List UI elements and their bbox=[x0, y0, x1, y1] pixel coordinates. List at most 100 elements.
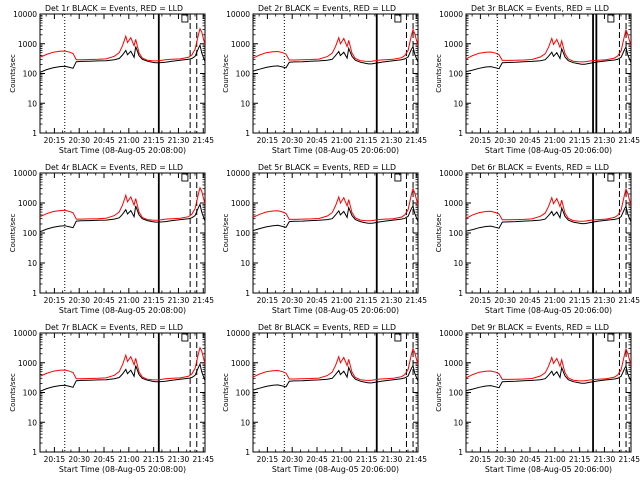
y-tick-label: 1000 bbox=[18, 359, 37, 368]
x-tick-label: 21:30 bbox=[381, 136, 403, 145]
x-tick-label: 20:30 bbox=[281, 136, 303, 145]
panel-title: Det 2r BLACK = Events, RED = LLD bbox=[258, 4, 396, 13]
x-tick-label: 21:00 bbox=[331, 455, 353, 464]
x-tick-label: 21:15 bbox=[356, 136, 378, 145]
plot-frame bbox=[465, 13, 632, 134]
y-tick-label: 1 bbox=[458, 289, 463, 298]
y-tick-label: 1000 bbox=[18, 199, 37, 208]
x-tick-label: 20:15 bbox=[257, 296, 279, 305]
x-tick-label: 21:30 bbox=[594, 296, 616, 305]
x-tick-label: 21:15 bbox=[569, 296, 591, 305]
panel-1: 1 10 100 1000 10000 20:15 20:30 20:45 21:00 21:15… bbox=[9, 4, 214, 155]
x-tick-label: 20:45 bbox=[93, 455, 115, 464]
x-tick-label: 21:45 bbox=[618, 455, 640, 464]
x-tick-label: 21:00 bbox=[544, 455, 566, 464]
y-axis-label: Counts/sec bbox=[435, 373, 443, 412]
x-axis-label: Start Time (08-Aug-05 20:06:00) bbox=[485, 306, 612, 315]
x-tick-label: 21:30 bbox=[168, 296, 190, 305]
x-tick-label: 20:30 bbox=[494, 455, 516, 464]
corner-box-marker bbox=[181, 173, 189, 182]
x-tick-label: 21:45 bbox=[192, 455, 214, 464]
y-tick-label: 100 bbox=[449, 70, 464, 79]
panel-title: Det 7r BLACK = Events, RED = LLD bbox=[45, 323, 183, 332]
x-tick-label: 20:30 bbox=[68, 136, 90, 145]
x-tick-label: 21:15 bbox=[143, 455, 165, 464]
x-tick-label: 21:00 bbox=[118, 136, 140, 145]
x-axis-label: Start Time (08-Aug-05 20:06:00) bbox=[272, 146, 399, 155]
corner-box-marker bbox=[394, 14, 402, 23]
x-tick-label: 20:15 bbox=[44, 296, 66, 305]
y-tick-label: 10 bbox=[27, 418, 37, 427]
x-tick-label: 21:00 bbox=[118, 455, 140, 464]
y-tick-label: 10000 bbox=[226, 329, 250, 338]
x-tick-label: 20:45 bbox=[519, 455, 541, 464]
x-axis-label: Start Time (08-Aug-05 20:06:00) bbox=[485, 465, 612, 474]
panel-3: 1 10 100 1000 10000 20:15 20:30 20:45 21:00 21:15… bbox=[435, 4, 640, 155]
y-axis-label: Counts/sec bbox=[9, 214, 17, 253]
panel-7: 1 10 100 1000 10000 20:15 20:30 20:45 21:00 21:15… bbox=[9, 323, 214, 474]
y-tick-label: 1000 bbox=[231, 199, 250, 208]
y-tick-label: 10000 bbox=[439, 10, 463, 19]
y-axis-label: Counts/sec bbox=[222, 373, 230, 412]
y-tick-label: 100 bbox=[23, 229, 38, 238]
x-tick-label: 20:45 bbox=[306, 455, 328, 464]
x-tick-label: 21:45 bbox=[405, 136, 427, 145]
y-tick-label: 1 bbox=[245, 129, 250, 138]
x-tick-label: 21:15 bbox=[356, 455, 378, 464]
lld-series-line bbox=[253, 347, 418, 381]
x-tick-label: 20:15 bbox=[470, 296, 492, 305]
x-tick-label: 21:30 bbox=[381, 296, 403, 305]
y-tick-label: 1 bbox=[32, 289, 37, 298]
x-tick-label: 21:00 bbox=[331, 136, 353, 145]
plot-frame bbox=[39, 332, 206, 453]
x-tick-label: 21:15 bbox=[143, 136, 165, 145]
y-tick-label: 1 bbox=[458, 129, 463, 138]
panel-title: Det 5r BLACK = Events, RED = LLD bbox=[258, 163, 396, 172]
y-tick-label: 10000 bbox=[439, 329, 463, 338]
x-tick-label: 21:45 bbox=[192, 296, 214, 305]
y-tick-label: 10 bbox=[240, 99, 250, 108]
x-tick-label: 20:30 bbox=[68, 296, 90, 305]
x-axis-label: Start Time (08-Aug-05 20:06:00) bbox=[485, 146, 612, 155]
x-tick-label: 21:15 bbox=[569, 455, 591, 464]
x-tick-label: 20:30 bbox=[281, 296, 303, 305]
y-axis-label: Counts/sec bbox=[222, 54, 230, 93]
y-tick-label: 10000 bbox=[439, 169, 463, 178]
y-tick-label: 10 bbox=[240, 418, 250, 427]
y-tick-label: 100 bbox=[23, 389, 38, 398]
panel-8: 1 10 100 1000 10000 20:15 20:30 20:45 21:00 21:15… bbox=[222, 323, 427, 474]
x-axis-label: Start Time (08-Aug-05 20:08:00) bbox=[59, 306, 186, 315]
panel-title: Det 8r BLACK = Events, RED = LLD bbox=[258, 323, 396, 332]
events-series-line bbox=[466, 204, 631, 232]
plot-frame bbox=[39, 13, 206, 134]
y-tick-label: 100 bbox=[449, 389, 464, 398]
y-tick-label: 1 bbox=[32, 448, 37, 457]
events-series-line bbox=[253, 45, 418, 72]
x-tick-label: 20:15 bbox=[257, 455, 279, 464]
corner-box-marker bbox=[181, 333, 189, 342]
lld-series-line bbox=[253, 28, 418, 62]
y-tick-label: 100 bbox=[23, 70, 38, 79]
y-tick-label: 10000 bbox=[226, 169, 250, 178]
corner-box-marker bbox=[607, 14, 615, 23]
corner-box-marker bbox=[607, 333, 615, 342]
x-tick-label: 20:30 bbox=[494, 136, 516, 145]
x-tick-label: 20:30 bbox=[281, 455, 303, 464]
x-axis-label: Start Time (08-Aug-05 20:06:00) bbox=[272, 306, 399, 315]
x-tick-label: 21:00 bbox=[544, 296, 566, 305]
plot-frame bbox=[465, 332, 632, 453]
lld-series-line bbox=[466, 347, 631, 382]
y-tick-label: 1000 bbox=[444, 40, 463, 49]
y-tick-label: 100 bbox=[236, 389, 251, 398]
x-tick-label: 21:45 bbox=[405, 455, 427, 464]
x-tick-label: 20:30 bbox=[68, 455, 90, 464]
y-tick-label: 10000 bbox=[13, 169, 37, 178]
events-series-line bbox=[40, 43, 205, 73]
x-tick-label: 21:00 bbox=[331, 296, 353, 305]
y-tick-label: 10 bbox=[27, 259, 37, 268]
x-tick-label: 21:15 bbox=[356, 296, 378, 305]
lld-series-line bbox=[40, 346, 205, 381]
x-tick-label: 20:45 bbox=[93, 136, 115, 145]
x-tick-label: 20:45 bbox=[306, 136, 328, 145]
